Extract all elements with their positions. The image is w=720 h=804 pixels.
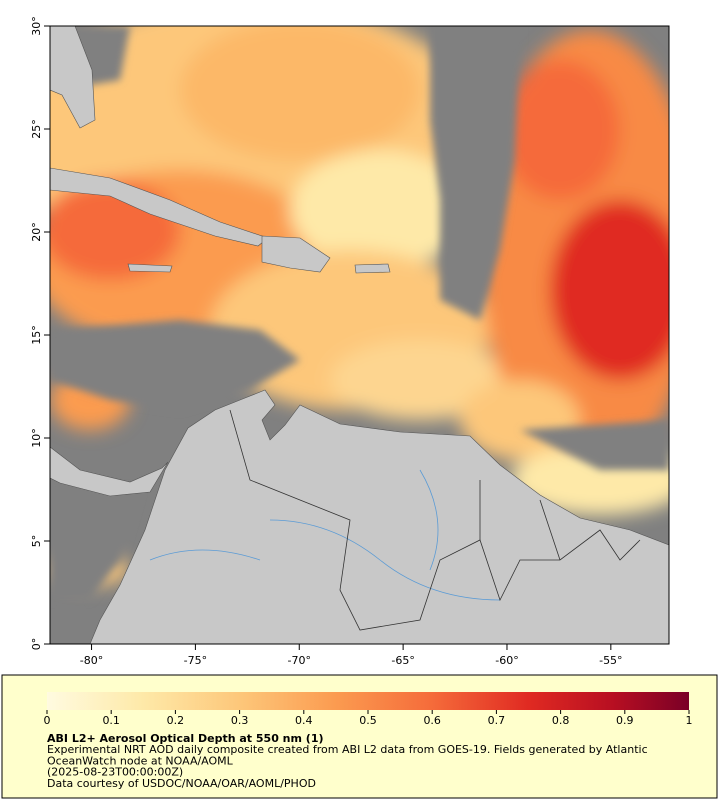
- colorbar-tick-label: 0: [44, 714, 51, 727]
- y-tick-label: 25°: [30, 119, 43, 139]
- colorbar-tick-label: 0.4: [295, 714, 313, 727]
- caption-line: Data courtesy of USDOC/NOAA/OAR/AOML/PHO…: [47, 777, 316, 790]
- colorbar-tick-label: 0.3: [231, 714, 249, 727]
- colorbar-tick-label: 0.9: [616, 714, 634, 727]
- x-tick-label: -60°: [495, 654, 518, 667]
- caption-line: Experimental NRT AOD daily composite cre…: [47, 743, 648, 756]
- colorbar-tick-label: 0.1: [102, 714, 120, 727]
- caption-line: OceanWatch node at NOAA/AOML: [47, 754, 234, 767]
- rivers: [149, 469, 501, 601]
- y-tick-label: 0°: [30, 638, 43, 651]
- x-tick-label: -80°: [80, 654, 103, 667]
- y-tick-label: 10°: [30, 428, 43, 448]
- y-tick-label: 15°: [30, 325, 43, 345]
- colorbar-tick-label: 0.6: [423, 714, 441, 727]
- y-tick-label: 30°: [30, 16, 43, 36]
- caption-line: (2025-08-23T00:00:00Z): [47, 766, 183, 779]
- x-tick-label: -75°: [184, 654, 207, 667]
- colorbar: [47, 692, 689, 710]
- map-area: [50, 26, 669, 644]
- y-tick-label: 20°: [30, 222, 43, 242]
- land: [50, 26, 669, 644]
- colorbar-tick-label: 0.8: [552, 714, 570, 727]
- y-tick-label: 5°: [30, 535, 43, 548]
- colorbar-tick-label: 0.2: [167, 714, 185, 727]
- borders: [229, 409, 641, 631]
- colorbar-tick-label: 0.5: [359, 714, 377, 727]
- x-tick-label: -65°: [391, 654, 414, 667]
- x-tick-label: -55°: [599, 654, 622, 667]
- no-data-gaps: [50, 26, 669, 600]
- colorbar-tick-label: 0.7: [488, 714, 506, 727]
- x-tick-label: -70°: [288, 654, 311, 667]
- colorbar-tick-label: 1: [686, 714, 693, 727]
- caption-title: ABI L2+ Aerosol Optical Depth at 550 nm …: [47, 732, 324, 745]
